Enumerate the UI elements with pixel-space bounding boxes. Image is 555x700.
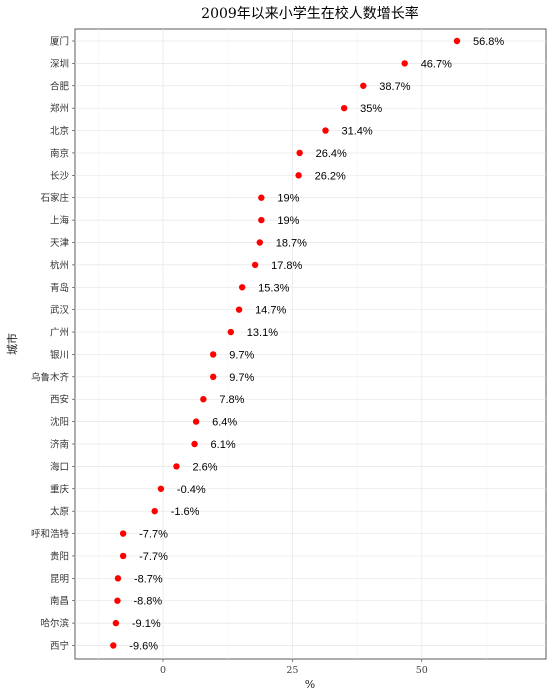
data-point: [322, 127, 329, 134]
category-label: 深圳: [50, 59, 69, 70]
chart-title: 2009年以来小学生在校人数增长率: [201, 5, 419, 22]
data-label: 38.7%: [379, 81, 410, 93]
data-label: 19%: [277, 215, 299, 227]
category-label: 武汉: [50, 304, 70, 316]
data-point: [112, 619, 120, 627]
data-label: 46.7%: [421, 58, 452, 70]
x-tick-label: 25: [286, 665, 298, 676]
data-label: -0.4%: [177, 484, 206, 496]
data-label: 35%: [360, 103, 382, 115]
category-label: 南昌: [50, 595, 69, 607]
category-label: 广州: [50, 327, 69, 339]
grid-lines: [75, 29, 546, 659]
data-point: [251, 261, 259, 269]
category-label: 银川: [50, 349, 69, 361]
data-label: 9.7%: [229, 349, 254, 361]
data-label: 15.3%: [258, 282, 289, 294]
data-label: 18.7%: [276, 238, 307, 250]
category-label: 西宁: [50, 640, 69, 652]
data-labels: 56.8% 46.7% 38.7% 35% 31.4% 26.4% 26.2% 19% 19% 1…: [129, 36, 504, 653]
plot-panel: [74, 28, 547, 660]
data-point: [295, 172, 302, 179]
data-label: 13.1%: [247, 327, 278, 339]
data-point: [227, 328, 234, 336]
category-label: 南京: [50, 147, 69, 159]
category-label: 上海: [50, 215, 70, 227]
data-point: [453, 37, 461, 45]
data-point: [401, 60, 408, 67]
y-axis-title: 城市: [5, 333, 19, 355]
category-label: 重庆: [50, 483, 70, 495]
category-label: 沈阳: [50, 416, 69, 428]
data-label: 14.7%: [255, 305, 286, 317]
data-label: -8.8%: [133, 596, 162, 608]
data-point: [340, 104, 348, 112]
data-label: -9.1%: [132, 618, 161, 630]
data-label: 19%: [277, 193, 299, 205]
category-label: 天津: [50, 238, 70, 249]
category-label: 贵阳: [50, 550, 69, 562]
x-axis-title: %: [305, 678, 315, 691]
data-label: 56.8%: [473, 36, 504, 48]
data-label: -8.7%: [134, 573, 163, 585]
data-point: [192, 418, 200, 425]
data-point: [114, 575, 122, 582]
data-label: 26.2%: [315, 170, 346, 182]
data-point: [114, 597, 121, 604]
category-label: 海口: [50, 461, 69, 473]
category-label: 杭州: [50, 259, 69, 271]
data-point: [360, 82, 367, 89]
category-label: 长沙: [50, 170, 70, 182]
category-label: 青岛: [50, 282, 69, 294]
category-label: 太原: [50, 506, 69, 518]
data-points: [110, 37, 461, 649]
data-point: [209, 351, 217, 358]
category-label: 合肥: [50, 80, 70, 92]
data-point: [200, 396, 207, 403]
category-label: 北京: [50, 125, 69, 137]
category-label: 济南: [50, 439, 69, 451]
category-label: 哈尔滨: [40, 618, 69, 630]
data-point: [256, 239, 263, 246]
data-point: [119, 530, 127, 537]
data-label: 6.4%: [212, 417, 237, 429]
data-label: -9.6%: [129, 641, 158, 653]
data-point: [258, 216, 265, 224]
data-point: [191, 440, 198, 448]
data-point: [157, 485, 165, 492]
data-point: [151, 507, 158, 515]
data-point: [258, 194, 265, 201]
data-label: 9.7%: [229, 372, 254, 384]
data-label: 2.6%: [192, 461, 217, 473]
data-label: -7.7%: [139, 551, 168, 563]
x-axis-ticks: 0 25 50: [160, 659, 428, 676]
category-label: 西安: [50, 394, 69, 406]
data-label: 17.8%: [271, 260, 302, 272]
data-point: [238, 284, 246, 291]
data-point: [296, 149, 303, 157]
category-label: 郑州: [50, 103, 69, 115]
data-label: 7.8%: [219, 394, 244, 406]
data-point: [235, 306, 243, 313]
x-tick-label: 50: [416, 665, 428, 676]
category-label: 呼和浩特: [31, 528, 70, 540]
data-label: 26.4%: [316, 148, 347, 160]
data-label: -1.6%: [171, 506, 200, 518]
category-label: 乌鲁木齐: [31, 371, 70, 383]
data-label: 6.1%: [211, 439, 236, 451]
data-label: 31.4%: [342, 126, 373, 138]
category-label: 石家庄: [40, 192, 69, 204]
data-point: [209, 373, 217, 381]
data-point: [119, 552, 127, 560]
data-label: -7.7%: [139, 529, 168, 541]
category-label: 昆明: [50, 574, 69, 585]
category-label: 厦门: [50, 36, 69, 48]
data-point: [173, 463, 180, 470]
data-point: [110, 642, 117, 649]
x-tick-label: 0: [160, 665, 166, 676]
y-axis-labels: 厦门深圳合肥郑州北京南京长沙石家庄上海天津杭州青岛武汉广州银川乌鲁木齐西安沈阳济…: [31, 36, 75, 652]
